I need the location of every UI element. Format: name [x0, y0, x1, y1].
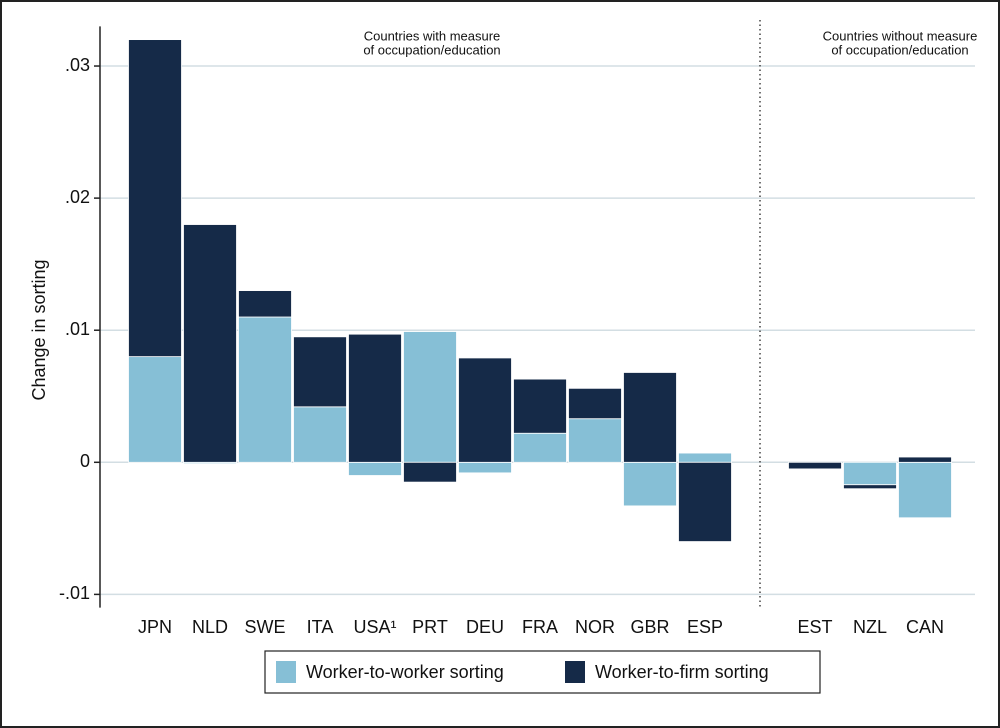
bar: [183, 224, 237, 463]
y-tick-label: .01: [65, 319, 90, 339]
x-tick-label: NZL: [853, 617, 887, 637]
bar: [128, 39, 182, 358]
x-tick-label: CAN: [906, 617, 944, 637]
bar: [238, 290, 292, 318]
bar: [678, 452, 732, 463]
bar: [843, 484, 897, 490]
bar: [568, 418, 622, 463]
y-tick-label: 0: [80, 451, 90, 471]
y-tick-label: .03: [65, 55, 90, 75]
bar: [623, 461, 677, 507]
x-tick-label: NLD: [192, 617, 228, 637]
x-tick-label: ESP: [687, 617, 723, 637]
bar: [293, 336, 347, 408]
x-tick-label: GBR: [630, 617, 669, 637]
bar: [128, 356, 182, 463]
y-axis-title: Change in sorting: [29, 259, 49, 400]
group-note: Countries with measure: [364, 28, 501, 43]
bar: [898, 461, 952, 519]
bar: [403, 331, 457, 463]
x-tick-label: FRA: [522, 617, 558, 637]
bar: [348, 461, 402, 476]
bar: [568, 387, 622, 420]
bar: [898, 456, 952, 463]
legend-label: Worker-to-worker sorting: [306, 662, 504, 682]
bar: [293, 406, 347, 463]
bar: [403, 461, 457, 483]
bar: [623, 372, 677, 463]
x-tick-label: EST: [797, 617, 832, 637]
x-tick-label: PRT: [412, 617, 448, 637]
bar: [788, 461, 842, 470]
bar: [843, 461, 897, 486]
y-tick-label: -.01: [59, 583, 90, 603]
x-tick-label: ITA: [307, 617, 334, 637]
x-tick-label: NOR: [575, 617, 615, 637]
x-tick-label: USA¹: [353, 617, 396, 637]
bar: [458, 357, 512, 463]
x-tick-label: SWE: [244, 617, 285, 637]
legend-swatch: [276, 661, 296, 683]
bar: [348, 333, 402, 463]
legend-swatch: [565, 661, 585, 683]
x-tick-label: DEU: [466, 617, 504, 637]
legend-box: [264, 650, 821, 694]
group-note: Countries without measure: [823, 28, 978, 43]
legend-label: Worker-to-firm sorting: [595, 662, 769, 682]
bar: [678, 461, 732, 542]
bar: [458, 461, 512, 474]
group-note: of occupation/education: [363, 42, 500, 57]
bar: [513, 378, 567, 434]
bar: [238, 316, 292, 463]
bar: [513, 432, 567, 463]
x-tick-label: JPN: [138, 617, 172, 637]
group-note: of occupation/education: [831, 42, 968, 57]
y-tick-label: .02: [65, 187, 90, 207]
